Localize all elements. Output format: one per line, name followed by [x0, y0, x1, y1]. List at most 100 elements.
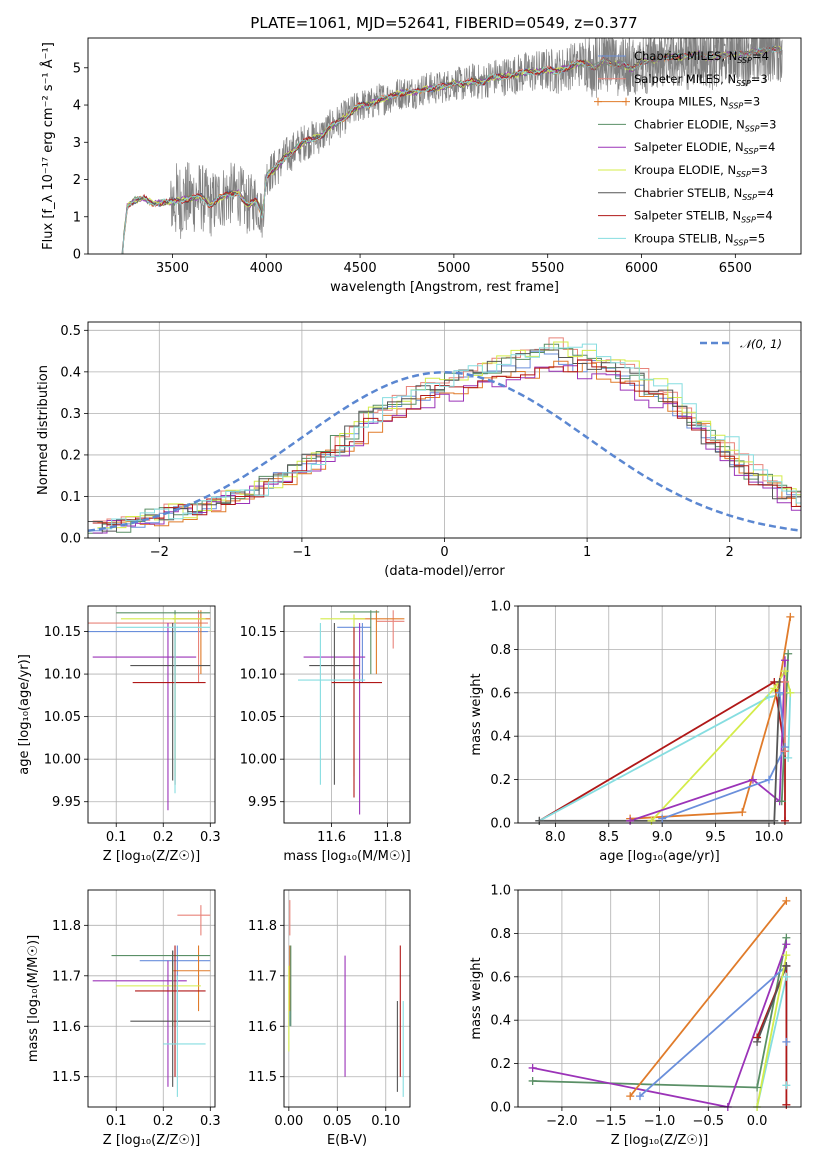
y-tick-label: 1.0 — [490, 884, 511, 899]
legend-main: Kroupa ELODIE, N — [634, 163, 736, 177]
legend-sub: SSP — [745, 124, 760, 133]
x-tick-label: 0.05 — [323, 1114, 352, 1129]
y-tick-label: 0.2 — [490, 773, 511, 788]
x-tick-label: 6000 — [625, 261, 658, 276]
x-axis-label: Z [log₁₀(Z/Z☉)] — [103, 1133, 200, 1148]
y-tick-label: 0.5 — [60, 324, 81, 339]
legend-main: Kroupa MILES, N — [634, 95, 729, 109]
y-tick-label: 11.6 — [52, 1020, 81, 1035]
y-tick-label: 1.0 — [490, 600, 511, 615]
x-tick-label: −2.0 — [546, 1114, 578, 1129]
weight-point-salpeter_elodie — [528, 1063, 537, 1072]
weight-point-chabrier_miles — [775, 688, 784, 697]
y-axis-label: mass [log₁₀(M/M☉)] — [26, 935, 41, 1062]
weight-point-chabrier_stelib — [782, 961, 791, 970]
legend-entry-label: Salpeter STELIB, NSSP=4 — [634, 209, 773, 225]
x-tick-label: −0.5 — [693, 1114, 725, 1129]
weight-point-kroupa_miles — [786, 612, 795, 621]
y-tick-label: 0.6 — [490, 686, 511, 701]
y-tick-label: 10.10 — [240, 668, 277, 683]
x-tick-label: 0.1 — [106, 830, 127, 845]
y-tick-label: 3 — [73, 136, 81, 151]
y-tick-label: 0.8 — [490, 643, 511, 658]
legend-main: Salpeter STELIB, N — [634, 209, 741, 223]
x-tick-label: 0.3 — [200, 830, 221, 845]
weight-point-salpeter_miles — [780, 677, 789, 686]
weight-line-kroupa_miles — [629, 900, 788, 1097]
age_vs_Z-frame — [87, 605, 216, 824]
y-tick-label: 0.0 — [490, 1101, 511, 1116]
y-tick-label: 1 — [73, 210, 81, 225]
y-tick-label: 10.10 — [44, 668, 81, 683]
x-axis-label: age [log₁₀(age/yr)] — [599, 849, 720, 864]
weight-point-chabrier_elodie — [784, 649, 793, 658]
legend-main: Chabrier ELODIE, N — [634, 117, 745, 131]
x-tick-label: 9.5 — [705, 830, 726, 845]
x-tick-label: 11.6 — [317, 830, 346, 845]
weight-point-chabrier_stelib — [753, 1037, 762, 1046]
weight-point-kroupa_stelib — [764, 693, 773, 702]
y-tick-label: 0.8 — [490, 927, 511, 942]
y-tick-label: 0.1 — [60, 490, 81, 505]
weight-point-chabrier_miles — [764, 775, 773, 784]
x-tick-label: 8.0 — [545, 830, 566, 845]
legend-entry-label: Salpeter MILES, NSSP=3 — [634, 72, 768, 88]
y-tick-label: 11.8 — [52, 919, 81, 934]
x-tick-label: 0.3 — [200, 1114, 221, 1129]
weight-point-kroupa_elodie — [782, 951, 791, 960]
x-tick-label: 2 — [726, 545, 734, 560]
legend-tail: =3 — [751, 72, 768, 86]
legend-tail: =4 — [756, 209, 773, 223]
spectrum-plot-area — [121, 38, 783, 254]
y-tick-label: 11.7 — [52, 969, 81, 984]
age_vs_Z-panel: 0.1 0.2 0.3 9.95 10.00 10.05 10.10 10.15 Z [log₁… — [17, 605, 221, 864]
legend-main: Kroupa STELIB, N — [634, 231, 734, 245]
y-tick-label: 11.7 — [248, 969, 277, 984]
legend-main: Salpeter MILES, N — [634, 72, 736, 86]
y-axis-label: mass weight — [469, 673, 484, 755]
y-tick-label: 5 — [73, 61, 81, 76]
weight-line-kroupa_miles — [630, 616, 792, 820]
x-axis-label: (data-model)/error — [384, 564, 505, 579]
observed-spectrum-noise-line — [584, 38, 783, 98]
x-axis-label: wavelength [Angstrom, rest frame] — [330, 280, 559, 295]
y-tick-label: 10.15 — [44, 625, 81, 640]
x-tick-label: 4000 — [250, 261, 283, 276]
legend-entry-label: Kroupa ELODIE, NSSP=3 — [634, 163, 768, 179]
weight_vs_Z-frame — [517, 889, 802, 1108]
legend-entry-label: Kroupa MILES, NSSP=3 — [634, 95, 760, 111]
y-tick-label: 0.2 — [490, 1057, 511, 1072]
weight-line-salpeter_elodie — [532, 943, 788, 1107]
legend-entry-label: Chabrier MILES, NSSP=4 — [634, 49, 769, 65]
weight-point-chabrier_miles — [782, 1037, 791, 1046]
y-tick-label: 11.6 — [248, 1020, 277, 1035]
weight-point-chabrier_stelib — [770, 816, 779, 825]
y-axis-label: Normed distribution — [36, 365, 51, 495]
weight-point-salpeter_elodie — [748, 775, 757, 784]
weight-point-chabrier_miles — [635, 1092, 644, 1101]
legend-sub: SSP — [741, 216, 756, 225]
x-tick-label: 8.5 — [598, 830, 619, 845]
x-tick-label: 6500 — [719, 261, 752, 276]
mass_vs_EBV-frame — [283, 889, 411, 1108]
x-axis-label: mass [log₁₀(M/M☉)] — [283, 849, 410, 864]
histogram-salpeter_miles — [92, 337, 801, 522]
y-tick-label: 0.4 — [490, 730, 511, 745]
legend-tail: =4 — [757, 186, 774, 200]
legend-tail: =3 — [743, 95, 760, 109]
legend-sub: SSP — [734, 238, 749, 247]
y-tick-label: 0 — [73, 248, 81, 263]
legend-sub: SSP — [737, 56, 752, 65]
y-tick-label: 2 — [73, 173, 81, 188]
weight-line-kroupa_elodie — [756, 954, 788, 1107]
histogram-kroupa_elodie — [97, 341, 801, 529]
y-axis-label: age [log₁₀(age/yr)] — [17, 654, 32, 775]
x-axis-label: Z [log₁₀(Z/Z☉)] — [611, 1133, 708, 1148]
legend-main: Salpeter ELODIE, N — [634, 140, 744, 154]
weight-line-salpeter_elodie — [629, 660, 786, 822]
x-tick-label: −1.0 — [644, 1114, 676, 1129]
weight-point-salpeter_elodie — [780, 656, 789, 665]
legend-sub: SSP — [729, 102, 744, 111]
weight-point-kroupa_stelib — [782, 1081, 791, 1090]
